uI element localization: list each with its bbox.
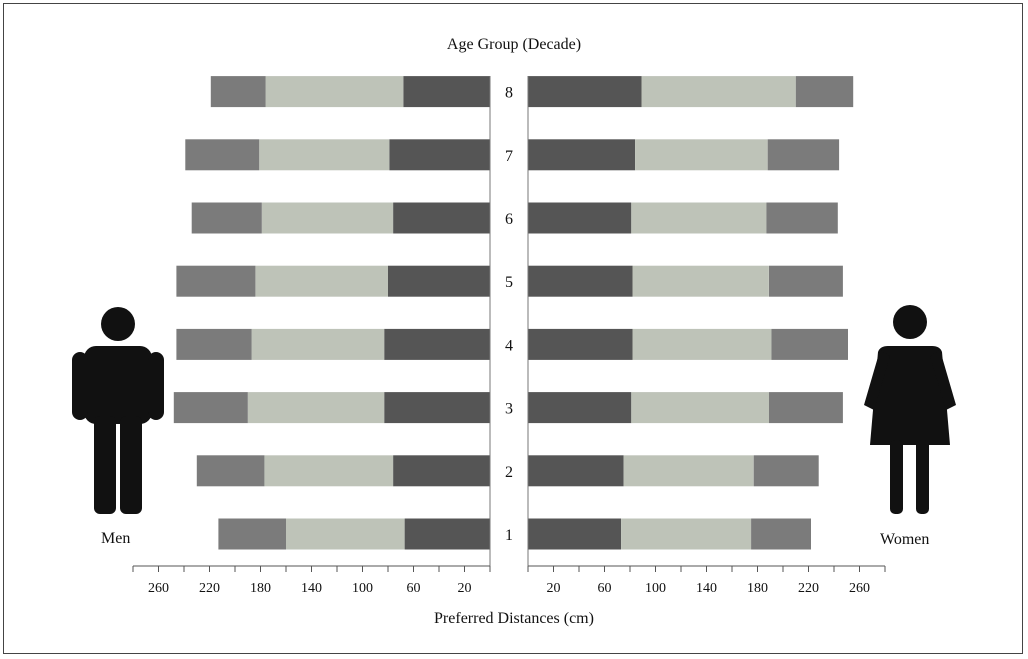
bar-women-3-segment-3 [769,392,843,424]
women-tick-label-60: 60 [598,581,612,596]
bar-men-7-segment-2 [259,139,390,171]
age-group-label-4: 4 [505,337,513,354]
bar-men-4-segment-3 [176,328,252,360]
bar-women-3-segment-2 [631,392,769,424]
bar-women-2-segment-1 [528,455,624,487]
bar-women-1-segment-2 [621,518,752,550]
women-tick-label-180: 180 [747,581,768,596]
bar-men-6-segment-1 [393,202,490,234]
women-tick-label-140: 140 [696,581,717,596]
bar-women-5-segment-1 [528,265,633,297]
women-tick-label-260: 260 [849,581,870,596]
bar-women-6-segment-2 [631,202,767,234]
bar-women-1-segment-1 [528,518,622,550]
age-group-label-2: 2 [505,464,513,481]
bar-women-1-segment-3 [751,518,811,550]
men-tick-label-100: 100 [352,581,373,596]
men-tick-label-140: 140 [301,581,322,596]
bar-men-4-segment-1 [384,328,490,360]
women-tick-label-220: 220 [798,581,819,596]
figure-frame [3,3,1023,654]
bar-women-2-segment-3 [753,455,819,487]
bar-men-1-segment-3 [218,518,286,550]
bar-women-7-segment-2 [635,139,768,171]
bar-men-8-segment-3 [210,76,266,108]
bar-women-7-segment-3 [767,139,840,171]
bar-men-5-segment-2 [255,265,388,297]
chart-title: Age Group (Decade) [446,36,582,53]
men-tick-label-220: 220 [199,581,220,596]
bar-men-7-segment-1 [389,139,490,171]
bar-men-7-segment-3 [185,139,260,171]
women-tick-label-100: 100 [645,581,666,596]
bar-women-6-segment-1 [528,202,632,234]
age-group-label-3: 3 [505,401,513,418]
bar-men-2-segment-2 [264,455,394,487]
bar-women-4-segment-3 [771,328,848,360]
bar-men-1-segment-1 [404,518,490,550]
bar-women-7-segment-1 [528,139,636,171]
bar-women-5-segment-3 [769,265,843,297]
men-label: Men [101,530,131,547]
bar-men-6-segment-3 [191,202,262,234]
bar-men-2-segment-3 [196,455,265,487]
bar-women-8-segment-1 [528,76,642,108]
bar-women-8-segment-2 [641,76,796,108]
men-tick-label-60: 60 [407,581,421,596]
bar-women-3-segment-1 [528,392,632,424]
bar-men-3-segment-1 [384,392,490,424]
bar-men-3-segment-2 [247,392,385,424]
women-tick-label-20: 20 [547,581,561,596]
age-group-label-1: 1 [505,527,513,544]
age-group-label-6: 6 [505,211,513,228]
men-tick-label-260: 260 [148,581,169,596]
bar-men-1-segment-2 [286,518,405,550]
bar-women-6-segment-3 [766,202,838,234]
women-label: Women [880,531,930,548]
bar-men-5-segment-1 [388,265,490,297]
age-group-label-8: 8 [505,85,513,102]
bar-men-3-segment-3 [173,392,248,424]
bar-women-4-segment-1 [528,328,633,360]
bar-men-4-segment-2 [251,328,385,360]
bar-women-8-segment-3 [795,76,854,108]
bar-men-5-segment-3 [176,265,256,297]
bar-men-8-segment-1 [403,76,490,108]
woman-icon [864,305,956,514]
man-icon [72,307,164,514]
men-tick-label-20: 20 [458,581,472,596]
bar-women-5-segment-2 [632,265,769,297]
men-tick-label-180: 180 [250,581,271,596]
icons-group [72,305,956,514]
axes-group: 1 2 3 4 5 6 7 8 20 20 60 60 100 100 140 140 180 180 220 220… [132,76,886,596]
bar-women-4-segment-2 [632,328,772,360]
bar-men-8-segment-2 [265,76,404,108]
bars-group [173,76,854,550]
x-axis-label: Preferred Distances (cm) [434,610,594,627]
bar-men-2-segment-1 [393,455,490,487]
bar-men-6-segment-2 [261,202,394,234]
age-group-label-5: 5 [505,274,513,291]
age-group-label-7: 7 [505,148,513,165]
bar-women-2-segment-2 [623,455,754,487]
